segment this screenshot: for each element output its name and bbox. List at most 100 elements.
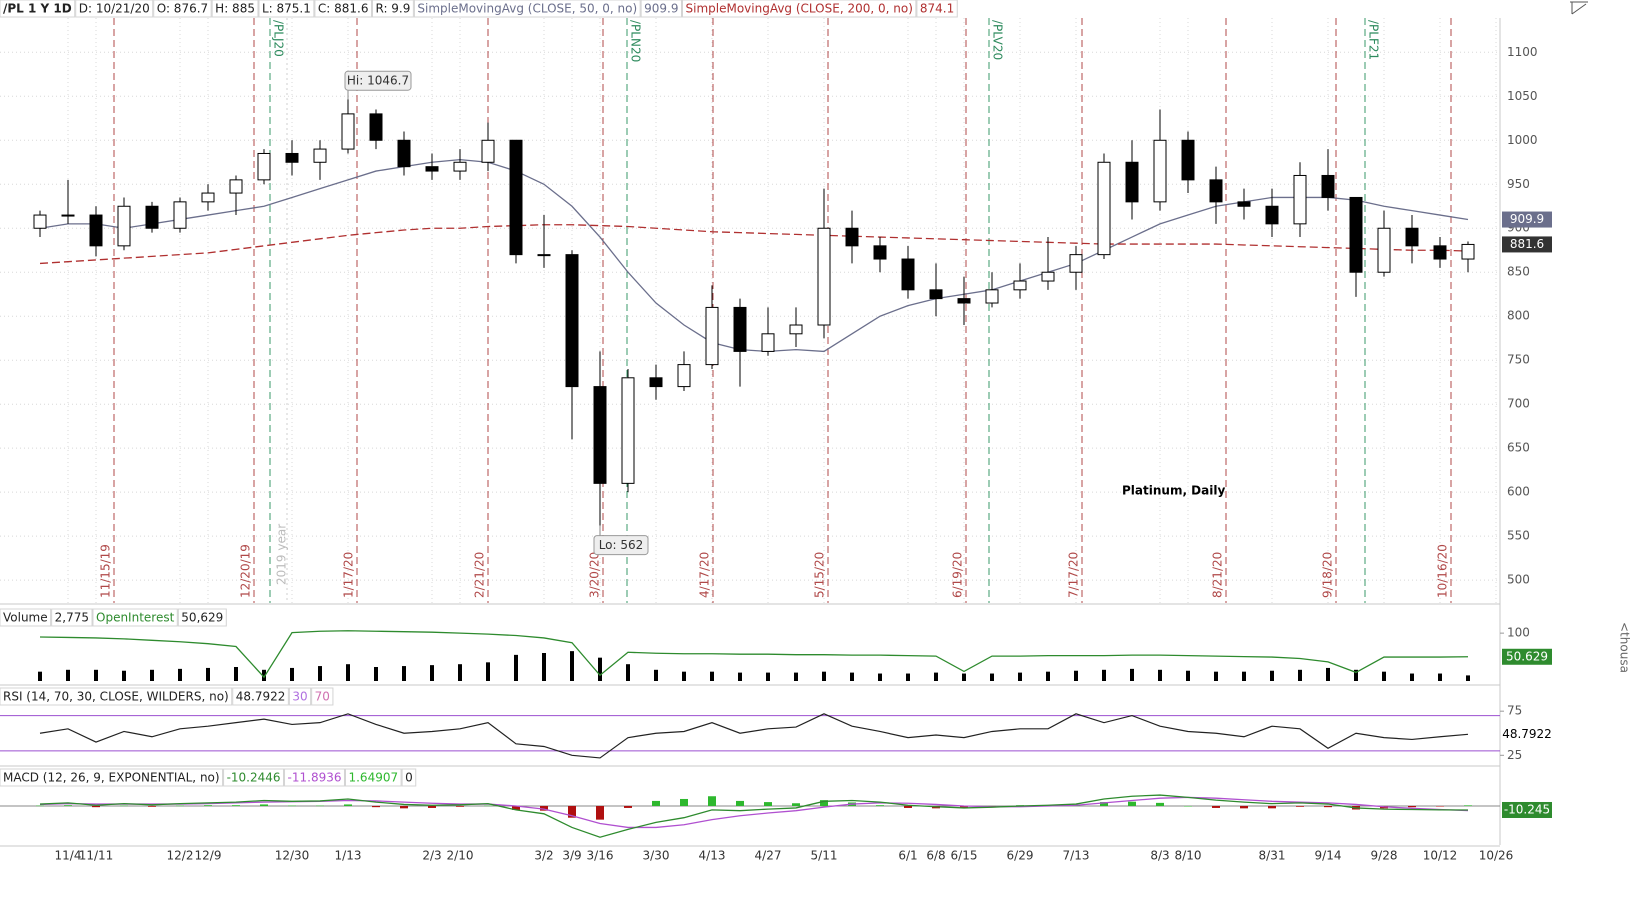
candle-body bbox=[1041, 271, 1055, 282]
candle-body bbox=[33, 214, 47, 229]
candle-body bbox=[1377, 227, 1391, 273]
header-box bbox=[232, 687, 289, 706]
volume-bar bbox=[486, 662, 490, 681]
value-box bbox=[1502, 648, 1552, 665]
macd-avg-line bbox=[39, 796, 1469, 829]
x-tick-label: 12/2 bbox=[167, 849, 194, 863]
candle-body bbox=[425, 166, 439, 172]
value-box bbox=[1502, 211, 1552, 228]
candle-body bbox=[1237, 201, 1251, 207]
candle-body bbox=[957, 298, 971, 304]
header-box bbox=[401, 768, 417, 787]
volume-bar bbox=[1270, 670, 1274, 681]
candle-body bbox=[1181, 139, 1195, 181]
histogram-bar bbox=[204, 805, 212, 806]
histogram-bar bbox=[288, 805, 296, 807]
volume-bar bbox=[206, 667, 210, 681]
candle-body bbox=[901, 258, 915, 291]
candle-body bbox=[985, 289, 999, 304]
lo-box bbox=[593, 535, 649, 556]
header-box bbox=[682, 0, 917, 18]
x-tick-label: 5/11 bbox=[811, 849, 838, 863]
x-tick-label: 3/2 bbox=[534, 849, 553, 863]
candle-body bbox=[705, 306, 719, 366]
value-box-label: 50.629 bbox=[1506, 649, 1548, 663]
candle-body bbox=[817, 227, 831, 326]
candle-body bbox=[1293, 174, 1307, 225]
legend-value: 1.64907 bbox=[348, 771, 398, 785]
candle-body bbox=[733, 306, 747, 352]
expiration-label: 7/17/20 bbox=[1067, 552, 1081, 598]
candle-body bbox=[481, 139, 495, 163]
header-box bbox=[0, 687, 233, 706]
y-tick-label: 75 bbox=[1507, 704, 1522, 718]
volume-bar bbox=[1326, 667, 1330, 681]
volume-bar bbox=[38, 671, 42, 681]
histogram-bar bbox=[148, 805, 156, 807]
value-box bbox=[1502, 236, 1552, 253]
volume-bar bbox=[934, 672, 938, 681]
candle-body bbox=[593, 386, 607, 484]
ohlc-field: O: 876.7 bbox=[157, 2, 208, 16]
candle-body bbox=[89, 214, 103, 247]
histogram-bar bbox=[1156, 802, 1164, 806]
x-tick-label: 3/30 bbox=[643, 849, 670, 863]
volume-bar bbox=[682, 671, 686, 681]
expiration-label: 12/20/19 bbox=[239, 544, 253, 598]
volume-bar bbox=[430, 665, 434, 681]
expiration-label: 11/15/19 bbox=[99, 544, 113, 598]
candle-body bbox=[677, 364, 691, 388]
x-tick-label: 6/1 bbox=[898, 849, 917, 863]
histogram-bar bbox=[120, 805, 128, 807]
candle-body bbox=[1097, 161, 1111, 256]
annotation: Platinum, Daily bbox=[1122, 484, 1225, 498]
drawing-tool-icon[interactable] bbox=[1570, 1, 1588, 15]
candle-body bbox=[369, 113, 383, 141]
volume-bar bbox=[990, 673, 994, 681]
value-box-label: 48.7922 bbox=[1502, 727, 1552, 741]
expiration-label: 6/19/20 bbox=[951, 552, 965, 598]
x-tick-label: 12/9 bbox=[195, 849, 222, 863]
legend-value: 909.9 bbox=[644, 2, 678, 16]
candle-body bbox=[1013, 280, 1027, 291]
histogram-bar bbox=[652, 800, 660, 806]
histogram-bar bbox=[1408, 805, 1416, 808]
x-tick-label: 12/30 bbox=[275, 849, 310, 863]
header-box bbox=[344, 768, 402, 787]
legend-entry: SimpleMovingAvg (CLOSE, 200, 0, no) bbox=[686, 2, 913, 16]
volume-bar bbox=[346, 664, 350, 681]
contract-label: /PLJ20 bbox=[272, 20, 286, 57]
candle-body bbox=[1209, 179, 1223, 203]
header-box bbox=[211, 0, 259, 18]
volume-bar bbox=[374, 667, 378, 681]
y-tick-label: 25 bbox=[1507, 748, 1522, 762]
candle-body bbox=[929, 289, 943, 300]
x-tick-label: 3/9 bbox=[562, 849, 581, 863]
y-tick-label: 950 bbox=[1507, 177, 1530, 191]
x-tick-label: 3/16 bbox=[587, 849, 614, 863]
candle-body bbox=[621, 377, 635, 484]
histogram-bar bbox=[1324, 805, 1332, 808]
histogram-bar bbox=[484, 805, 492, 807]
header-box bbox=[916, 0, 958, 18]
level-value: 70 bbox=[315, 690, 330, 704]
y-tick-label: 550 bbox=[1507, 529, 1530, 543]
volume-bar bbox=[850, 672, 854, 681]
candle-body bbox=[761, 333, 775, 352]
volume-bar bbox=[290, 667, 294, 681]
candle-body bbox=[229, 179, 243, 194]
legend-value: 874.1 bbox=[920, 2, 954, 16]
value-box bbox=[1502, 726, 1552, 743]
ohlc-field: R: 9.9 bbox=[375, 2, 410, 16]
y-tick-label: 800 bbox=[1507, 309, 1530, 323]
volume-bar bbox=[1158, 669, 1162, 681]
candle-body bbox=[1321, 174, 1335, 198]
candle-body bbox=[397, 139, 411, 168]
candle-body bbox=[1461, 243, 1475, 260]
legend-value: -10.2446 bbox=[227, 771, 281, 785]
x-tick-label: 4/13 bbox=[699, 849, 726, 863]
y-tick-label: 100 bbox=[1507, 626, 1530, 640]
header-box bbox=[258, 0, 315, 18]
legend-entry: OpenInterest bbox=[96, 611, 175, 625]
